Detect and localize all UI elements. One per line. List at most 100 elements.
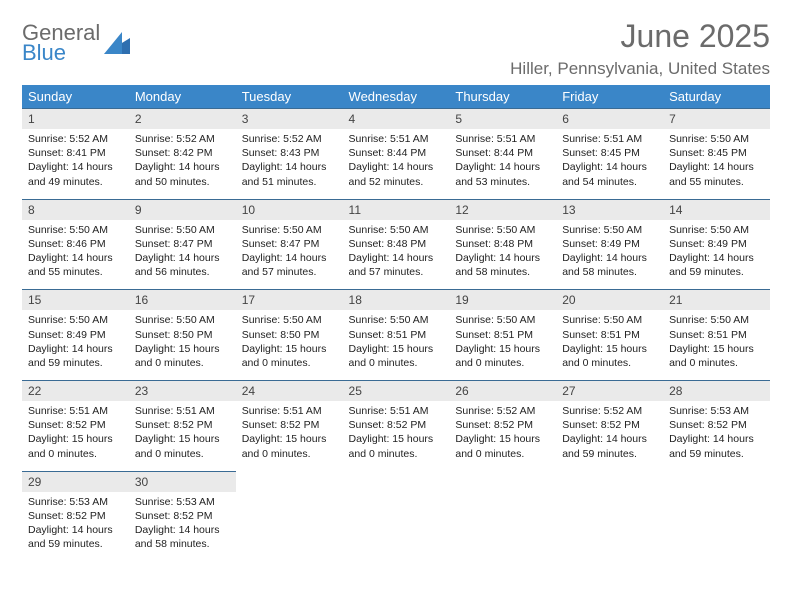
day-number: 21 [663, 289, 770, 310]
day-details: Sunrise: 5:52 AMSunset: 8:52 PMDaylight:… [449, 401, 556, 471]
day-details: Sunrise: 5:50 AMSunset: 8:48 PMDaylight:… [449, 220, 556, 290]
calendar-cell: 5Sunrise: 5:51 AMSunset: 8:44 PMDaylight… [449, 108, 556, 199]
calendar-cell: 7Sunrise: 5:50 AMSunset: 8:45 PMDaylight… [663, 108, 770, 199]
calendar-cell: 4Sunrise: 5:51 AMSunset: 8:44 PMDaylight… [343, 108, 450, 199]
dayname-fri: Friday [556, 85, 663, 108]
day-number: 20 [556, 289, 663, 310]
calendar-cell: 17Sunrise: 5:50 AMSunset: 8:50 PMDayligh… [236, 289, 343, 380]
calendar-row: 15Sunrise: 5:50 AMSunset: 8:49 PMDayligh… [22, 289, 770, 380]
day-details: Sunrise: 5:50 AMSunset: 8:47 PMDaylight:… [236, 220, 343, 290]
day-number: 11 [343, 199, 450, 220]
day-number: 19 [449, 289, 556, 310]
day-details: Sunrise: 5:52 AMSunset: 8:52 PMDaylight:… [556, 401, 663, 471]
brand-word2: Blue [22, 42, 100, 64]
calendar-body: 1Sunrise: 5:52 AMSunset: 8:41 PMDaylight… [22, 108, 770, 561]
dayname-sat: Saturday [663, 85, 770, 108]
calendar-cell: 29Sunrise: 5:53 AMSunset: 8:52 PMDayligh… [22, 471, 129, 562]
day-details: Sunrise: 5:51 AMSunset: 8:44 PMDaylight:… [343, 129, 450, 199]
dayname-thu: Thursday [449, 85, 556, 108]
day-number: 4 [343, 108, 450, 129]
day-details: Sunrise: 5:51 AMSunset: 8:52 PMDaylight:… [129, 401, 236, 471]
calendar-cell [236, 471, 343, 562]
calendar-cell: 1Sunrise: 5:52 AMSunset: 8:41 PMDaylight… [22, 108, 129, 199]
day-number: 2 [129, 108, 236, 129]
calendar-cell: 28Sunrise: 5:53 AMSunset: 8:52 PMDayligh… [663, 380, 770, 471]
calendar-cell: 20Sunrise: 5:50 AMSunset: 8:51 PMDayligh… [556, 289, 663, 380]
day-number: 28 [663, 380, 770, 401]
day-number: 6 [556, 108, 663, 129]
calendar-cell: 14Sunrise: 5:50 AMSunset: 8:49 PMDayligh… [663, 199, 770, 290]
day-number: 16 [129, 289, 236, 310]
dayname-wed: Wednesday [343, 85, 450, 108]
day-number: 15 [22, 289, 129, 310]
calendar-table: Sunday Monday Tuesday Wednesday Thursday… [22, 85, 770, 561]
day-details: Sunrise: 5:50 AMSunset: 8:49 PMDaylight:… [556, 220, 663, 290]
calendar-cell: 24Sunrise: 5:51 AMSunset: 8:52 PMDayligh… [236, 380, 343, 471]
calendar-cell: 16Sunrise: 5:50 AMSunset: 8:50 PMDayligh… [129, 289, 236, 380]
day-details: Sunrise: 5:53 AMSunset: 8:52 PMDaylight:… [129, 492, 236, 562]
day-details: Sunrise: 5:53 AMSunset: 8:52 PMDaylight:… [663, 401, 770, 471]
day-details: Sunrise: 5:51 AMSunset: 8:45 PMDaylight:… [556, 129, 663, 199]
day-details: Sunrise: 5:52 AMSunset: 8:42 PMDaylight:… [129, 129, 236, 199]
calendar-cell: 8Sunrise: 5:50 AMSunset: 8:46 PMDaylight… [22, 199, 129, 290]
title-block: June 2025 Hiller, Pennsylvania, United S… [510, 18, 770, 79]
day-details: Sunrise: 5:50 AMSunset: 8:46 PMDaylight:… [22, 220, 129, 290]
calendar-cell [343, 471, 450, 562]
day-number: 30 [129, 471, 236, 492]
day-number: 17 [236, 289, 343, 310]
day-details: Sunrise: 5:52 AMSunset: 8:43 PMDaylight:… [236, 129, 343, 199]
day-details: Sunrise: 5:50 AMSunset: 8:51 PMDaylight:… [663, 310, 770, 380]
day-details: Sunrise: 5:50 AMSunset: 8:45 PMDaylight:… [663, 129, 770, 199]
day-details: Sunrise: 5:50 AMSunset: 8:51 PMDaylight:… [449, 310, 556, 380]
day-details: Sunrise: 5:52 AMSunset: 8:41 PMDaylight:… [22, 129, 129, 199]
day-number: 29 [22, 471, 129, 492]
day-number: 27 [556, 380, 663, 401]
calendar-cell: 13Sunrise: 5:50 AMSunset: 8:49 PMDayligh… [556, 199, 663, 290]
calendar-cell: 21Sunrise: 5:50 AMSunset: 8:51 PMDayligh… [663, 289, 770, 380]
day-number: 1 [22, 108, 129, 129]
calendar-cell: 18Sunrise: 5:50 AMSunset: 8:51 PMDayligh… [343, 289, 450, 380]
day-number: 25 [343, 380, 450, 401]
calendar-cell: 3Sunrise: 5:52 AMSunset: 8:43 PMDaylight… [236, 108, 343, 199]
dayname-mon: Monday [129, 85, 236, 108]
calendar-cell: 15Sunrise: 5:50 AMSunset: 8:49 PMDayligh… [22, 289, 129, 380]
day-details: Sunrise: 5:51 AMSunset: 8:52 PMDaylight:… [343, 401, 450, 471]
calendar-cell: 19Sunrise: 5:50 AMSunset: 8:51 PMDayligh… [449, 289, 556, 380]
header: General Blue June 2025 Hiller, Pennsylva… [22, 18, 770, 79]
day-number: 18 [343, 289, 450, 310]
day-details: Sunrise: 5:50 AMSunset: 8:50 PMDaylight:… [129, 310, 236, 380]
day-number: 7 [663, 108, 770, 129]
day-number: 22 [22, 380, 129, 401]
day-number: 8 [22, 199, 129, 220]
day-details: Sunrise: 5:50 AMSunset: 8:49 PMDaylight:… [663, 220, 770, 290]
day-number: 13 [556, 199, 663, 220]
calendar-header-row: Sunday Monday Tuesday Wednesday Thursday… [22, 85, 770, 108]
calendar-cell: 9Sunrise: 5:50 AMSunset: 8:47 PMDaylight… [129, 199, 236, 290]
location-text: Hiller, Pennsylvania, United States [510, 59, 770, 79]
calendar-cell: 12Sunrise: 5:50 AMSunset: 8:48 PMDayligh… [449, 199, 556, 290]
calendar-cell: 22Sunrise: 5:51 AMSunset: 8:52 PMDayligh… [22, 380, 129, 471]
day-number: 12 [449, 199, 556, 220]
calendar-cell: 25Sunrise: 5:51 AMSunset: 8:52 PMDayligh… [343, 380, 450, 471]
day-number: 3 [236, 108, 343, 129]
calendar-row: 29Sunrise: 5:53 AMSunset: 8:52 PMDayligh… [22, 471, 770, 562]
calendar-row: 8Sunrise: 5:50 AMSunset: 8:46 PMDaylight… [22, 199, 770, 290]
calendar-cell: 27Sunrise: 5:52 AMSunset: 8:52 PMDayligh… [556, 380, 663, 471]
day-number: 9 [129, 199, 236, 220]
brand-logo: General Blue [22, 18, 130, 64]
day-details: Sunrise: 5:50 AMSunset: 8:49 PMDaylight:… [22, 310, 129, 380]
calendar-cell: 6Sunrise: 5:51 AMSunset: 8:45 PMDaylight… [556, 108, 663, 199]
dayname-sun: Sunday [22, 85, 129, 108]
day-details: Sunrise: 5:50 AMSunset: 8:50 PMDaylight:… [236, 310, 343, 380]
calendar-cell: 26Sunrise: 5:52 AMSunset: 8:52 PMDayligh… [449, 380, 556, 471]
day-number: 14 [663, 199, 770, 220]
calendar-row: 1Sunrise: 5:52 AMSunset: 8:41 PMDaylight… [22, 108, 770, 199]
calendar-cell [556, 471, 663, 562]
day-number: 10 [236, 199, 343, 220]
calendar-cell: 2Sunrise: 5:52 AMSunset: 8:42 PMDaylight… [129, 108, 236, 199]
calendar-cell: 30Sunrise: 5:53 AMSunset: 8:52 PMDayligh… [129, 471, 236, 562]
day-details: Sunrise: 5:50 AMSunset: 8:51 PMDaylight:… [556, 310, 663, 380]
dayname-tue: Tuesday [236, 85, 343, 108]
day-details: Sunrise: 5:50 AMSunset: 8:47 PMDaylight:… [129, 220, 236, 290]
day-details: Sunrise: 5:51 AMSunset: 8:44 PMDaylight:… [449, 129, 556, 199]
